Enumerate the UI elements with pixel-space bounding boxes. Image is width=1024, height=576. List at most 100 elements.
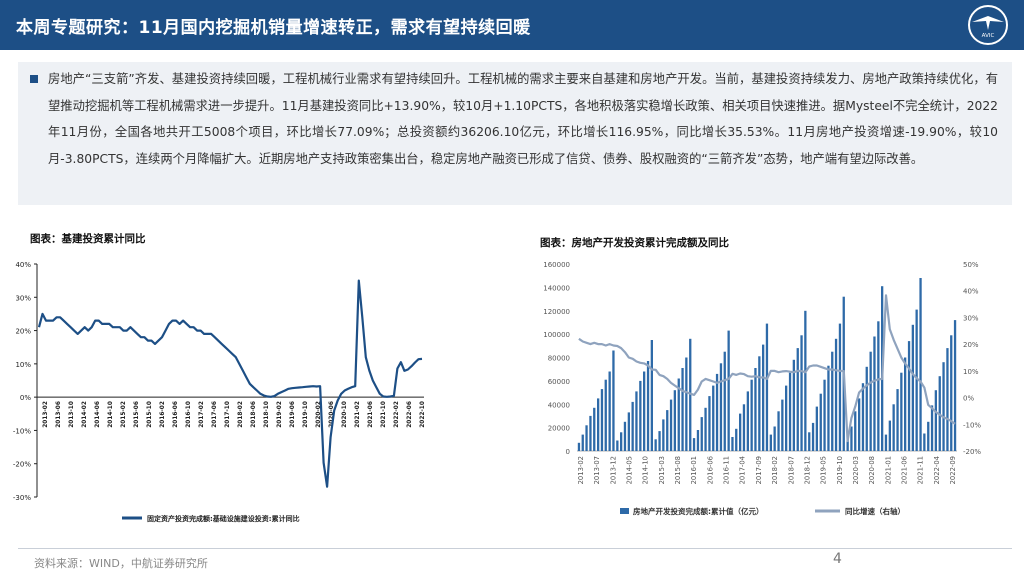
bar-real-estate-investment <box>873 336 876 451</box>
right-y-tick-label: 10% <box>963 368 979 376</box>
x-tick-label: 2015-03 <box>658 456 666 484</box>
logo-text: AVIC <box>982 33 995 39</box>
bar-real-estate-investment <box>585 425 588 451</box>
x-tick-label: 2014-10 <box>108 401 114 428</box>
bar-real-estate-investment <box>781 399 784 451</box>
left-y-tick-label: 40000 <box>548 401 570 409</box>
right-y-tick-label: 30% <box>963 314 979 322</box>
x-tick-label: 2017-04 <box>739 456 747 484</box>
x-tick-label: 2020-02 <box>316 401 322 428</box>
bar-real-estate-investment <box>953 320 957 451</box>
x-tick-label: 2020-06 <box>329 401 335 428</box>
x-tick-label: 2013-06 <box>56 401 62 428</box>
x-tick-label: 2014-06 <box>95 401 101 428</box>
bar-real-estate-investment <box>735 428 738 451</box>
bar-real-estate-investment <box>907 341 911 451</box>
bar-real-estate-investment <box>846 433 849 451</box>
bar-real-estate-investment <box>900 372 903 451</box>
x-tick-label: 2021-01 <box>884 456 892 484</box>
x-tick-label: 2019-10 <box>836 456 844 484</box>
x-tick-label: 2015-06 <box>134 401 140 428</box>
bar-real-estate-investment <box>600 389 604 451</box>
bar-real-estate-investment <box>769 434 772 451</box>
bar-real-estate-investment <box>620 432 623 451</box>
x-tick-label: 2014-02 <box>82 401 88 428</box>
bar-real-estate-investment <box>823 379 826 451</box>
x-tick-label: 2019-06 <box>290 401 296 428</box>
bar-real-estate-investment <box>727 330 730 451</box>
bar-real-estate-investment <box>581 434 584 451</box>
bar-real-estate-investment <box>742 404 746 452</box>
bar-real-estate-investment <box>919 278 922 451</box>
summary-box: 房地产“三支箭”齐发、基建投资持续回暖，工程机械行业需求有望持续回升。工程机械的… <box>18 62 1012 205</box>
x-tick-label: 2022-02 <box>394 401 400 428</box>
series-line-real-estate-yoy <box>578 294 956 443</box>
x-tick-label: 2019-02 <box>277 401 283 428</box>
x-tick-label: 2017-09 <box>755 456 763 484</box>
left-y-tick-label: 60000 <box>548 378 570 386</box>
bar-real-estate-investment <box>677 378 680 451</box>
x-tick-label: 2018-02 <box>771 456 779 484</box>
x-tick-label: 2018-02 <box>238 401 244 428</box>
bar-real-estate-investment <box>685 357 688 451</box>
x-tick-label: 2013-10 <box>69 401 75 428</box>
x-tick-label: 2021-11 <box>917 456 925 484</box>
x-tick-label: 2021-10 <box>381 401 387 428</box>
left-y-tick-label: 20000 <box>548 425 570 433</box>
bar-real-estate-investment <box>884 434 888 451</box>
x-tick-label: 2016-02 <box>160 401 166 428</box>
x-tick-label: 2022-06 <box>407 401 413 428</box>
bar-real-estate-investment <box>777 411 780 451</box>
bar-real-estate-investment <box>712 385 715 451</box>
x-tick-label: 2021-06 <box>368 401 374 428</box>
bar-real-estate-investment <box>904 357 907 451</box>
avic-logo-icon: AVIC <box>968 5 1008 45</box>
bar-real-estate-investment <box>662 419 665 451</box>
left-y-tick-label: 80000 <box>548 355 570 363</box>
bullet-square-icon <box>30 75 38 83</box>
bar-real-estate-investment <box>815 406 818 451</box>
x-tick-label: 2013-02 <box>577 456 585 484</box>
infrastructure-investment-chart: 40% 30% 20% 10% 0% -10% -20% -30% 2013-02 2013-06… <box>13 261 426 523</box>
bar-real-estate-investment <box>750 379 753 451</box>
bar-real-estate-investment <box>819 393 822 451</box>
chart2-title: 图表：房地产开发投资累计完成额及同比 <box>540 237 729 249</box>
bar-real-estate-investment <box>658 431 661 451</box>
page-number: 4 <box>833 551 842 567</box>
bar-real-estate-investment <box>858 398 861 451</box>
source-note: 资料来源：WIND，中航证券研究所 <box>34 557 208 570</box>
bar-real-estate-investment <box>673 390 676 451</box>
bar-real-estate-investment <box>808 432 811 451</box>
x-tick-label: 2016-06 <box>173 401 179 428</box>
bar-real-estate-investment <box>731 437 734 451</box>
bar-real-estate-investment <box>666 410 669 451</box>
x-tick-label: 2013-12 <box>609 456 617 484</box>
bar-real-estate-investment <box>627 412 630 451</box>
x-tick-label: 2016-11 <box>723 456 731 484</box>
bar-real-estate-investment <box>754 368 757 451</box>
bar-real-estate-investment <box>785 385 788 451</box>
x-tick-label: 2020-10 <box>342 401 348 428</box>
bar-real-estate-investment <box>934 390 937 451</box>
summary-text: 房地产“三支箭”齐发、基建投资持续回暖，工程机械行业需求有望持续回升。工程机械的… <box>48 72 998 166</box>
bar-real-estate-investment <box>800 335 803 451</box>
x-tick-label: 2016-10 <box>186 401 192 428</box>
legend-swatch-bars <box>620 508 629 514</box>
y-tick-label: 0% <box>20 394 31 402</box>
right-y-tick-label: -20% <box>963 448 981 456</box>
bar-real-estate-investment <box>896 389 899 451</box>
bar-real-estate-investment <box>612 350 615 451</box>
y-tick-label: 20% <box>15 328 31 336</box>
bar-real-estate-investment <box>838 323 842 451</box>
x-tick-label: 2016-06 <box>706 456 714 484</box>
x-tick-label: 2022-10 <box>420 401 426 428</box>
bar-real-estate-investment <box>719 363 723 451</box>
x-tick-label: 2020-08 <box>868 456 876 484</box>
bar-real-estate-investment <box>643 371 646 451</box>
bar-real-estate-investment <box>911 324 914 451</box>
x-tick-label: 2018-06 <box>251 401 257 428</box>
bar-real-estate-investment <box>669 399 673 451</box>
y-tick-label: -30% <box>13 494 31 502</box>
bar-real-estate-investment <box>650 340 653 451</box>
x-tick-label: 2017-06 <box>212 401 218 428</box>
